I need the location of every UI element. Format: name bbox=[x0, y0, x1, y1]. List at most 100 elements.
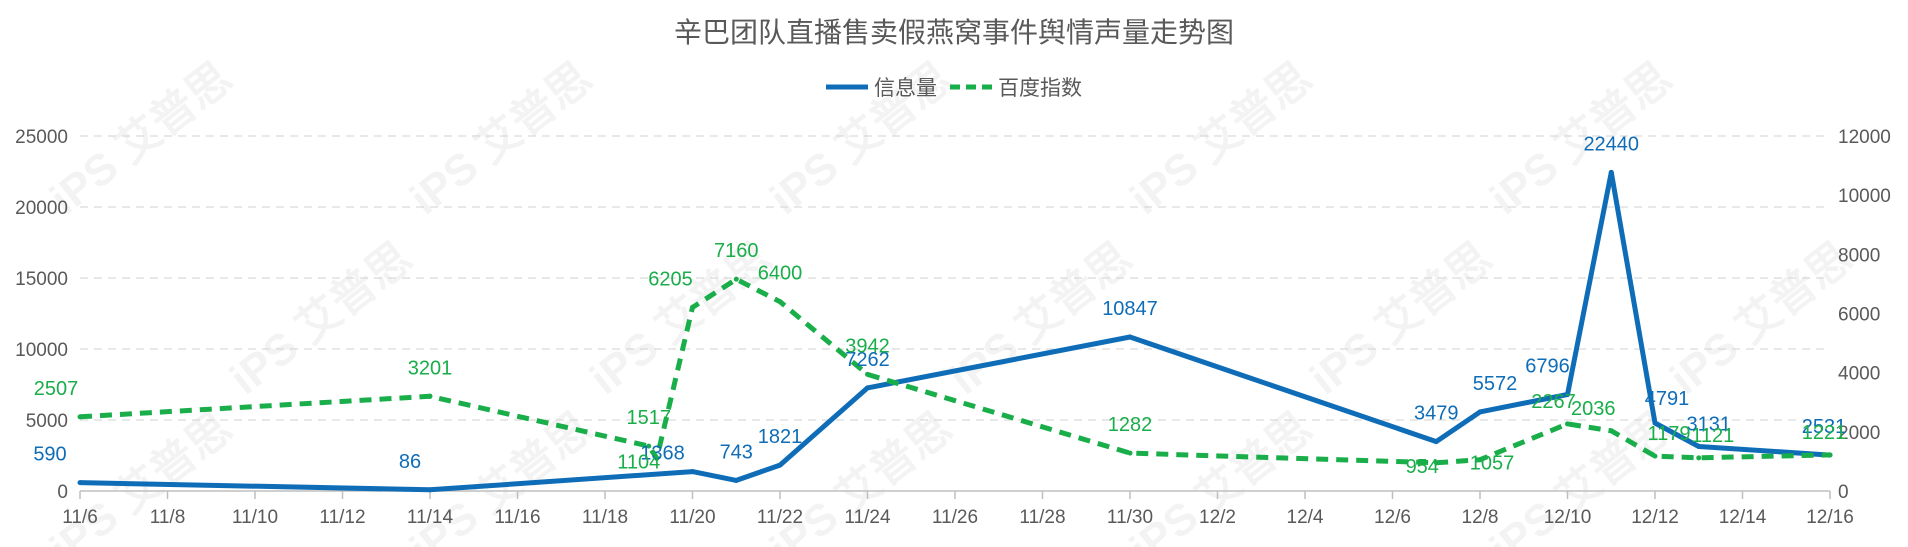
y-left-tick-label: 25000 bbox=[15, 127, 68, 148]
gridlines bbox=[80, 135, 1830, 421]
data-point bbox=[1477, 457, 1483, 463]
y-right-tick-label: 2000 bbox=[1838, 423, 1880, 444]
y-right-tick-label: 12000 bbox=[1838, 127, 1891, 148]
watermark-text: iPS 艾普思 bbox=[1661, 233, 1861, 404]
data-label: 3131 bbox=[1687, 414, 1732, 436]
data-point bbox=[1696, 455, 1702, 461]
data-label: 3942 bbox=[845, 335, 890, 357]
data-label: 7160 bbox=[714, 240, 759, 262]
data-label: 743 bbox=[720, 441, 753, 463]
data-label: 590 bbox=[33, 444, 66, 466]
series-layer bbox=[77, 169, 1833, 493]
x-tick-label: 11/20 bbox=[669, 507, 715, 528]
data-point bbox=[1127, 450, 1133, 456]
data-point bbox=[1608, 169, 1614, 175]
data-point bbox=[690, 469, 695, 475]
data-label: 2267 bbox=[1531, 391, 1576, 413]
data-label: 6400 bbox=[758, 263, 803, 285]
x-tick-label: 12/8 bbox=[1462, 507, 1499, 528]
data-label: 10847 bbox=[1102, 298, 1158, 320]
y-right-tick-label: 8000 bbox=[1838, 245, 1880, 266]
y-left-tick-label: 20000 bbox=[15, 198, 68, 219]
watermark-text: iPS 艾普思 bbox=[1481, 53, 1681, 224]
data-point bbox=[1696, 444, 1702, 450]
watermark-text: iPS 艾普思 bbox=[221, 233, 421, 404]
data-point bbox=[1433, 460, 1439, 466]
data-label: 1821 bbox=[758, 426, 803, 448]
y-right-tick-label: 4000 bbox=[1838, 364, 1880, 385]
data-point bbox=[427, 487, 433, 493]
legend-label-baidu-index: 百度指数 bbox=[998, 77, 1082, 100]
data-point bbox=[1477, 409, 1483, 415]
data-point bbox=[1565, 391, 1570, 397]
watermark-text: iPS 艾普思 bbox=[1121, 53, 1321, 224]
y-left-tick-label: 5000 bbox=[26, 411, 68, 432]
data-point bbox=[1652, 453, 1658, 459]
data-point bbox=[646, 443, 652, 449]
x-tick-label: 12/6 bbox=[1374, 507, 1411, 528]
data-label: 5572 bbox=[1473, 373, 1518, 395]
data-point bbox=[1127, 334, 1133, 340]
x-tick-label: 11/8 bbox=[150, 507, 186, 528]
data-label: 6205 bbox=[648, 268, 693, 290]
data-label: 3479 bbox=[1414, 403, 1459, 425]
data-label: 22440 bbox=[1583, 133, 1639, 155]
watermark-text: iPS 艾普思 bbox=[401, 53, 601, 224]
legend: 信息量 百度指数 bbox=[826, 77, 1082, 100]
series-line-baidu-index bbox=[79, 276, 1831, 466]
y-right-tick-label: 6000 bbox=[1838, 305, 1880, 326]
data-label: 1282 bbox=[1108, 414, 1153, 436]
watermark-text: iPS 艾普思 bbox=[41, 53, 241, 224]
data-point bbox=[1608, 428, 1614, 434]
data-point bbox=[1652, 420, 1658, 426]
data-label: 1179 bbox=[1647, 423, 1690, 445]
data-point bbox=[1827, 452, 1833, 458]
x-tick-label: 12/16 bbox=[1806, 507, 1854, 528]
x-tick-label: 11/6 bbox=[62, 507, 98, 528]
data-point bbox=[427, 393, 433, 399]
x-tick-label: 11/30 bbox=[1107, 507, 1153, 528]
data-label: 1368 bbox=[640, 443, 685, 465]
data-point bbox=[733, 276, 739, 282]
x-tick-label: 12/4 bbox=[1287, 507, 1324, 528]
chart-title: 辛巴团队直播售卖假燕窝事件舆情声量走势图 bbox=[674, 17, 1234, 48]
x-tick-label: 11/10 bbox=[232, 507, 278, 528]
data-point bbox=[1565, 421, 1570, 427]
data-label: 7262 bbox=[845, 349, 890, 371]
y-right-tick-label: 0 bbox=[1838, 482, 1849, 503]
data-label: 2507 bbox=[34, 378, 79, 400]
data-label: 1517 bbox=[627, 407, 672, 429]
data-label: 4791 bbox=[1645, 388, 1690, 410]
data-label: 1121 bbox=[1691, 425, 1734, 447]
data-label: 2036 bbox=[1571, 398, 1616, 420]
data-point bbox=[865, 371, 870, 377]
data-point bbox=[1433, 439, 1439, 445]
x-tick-label: 11/18 bbox=[582, 507, 628, 528]
x-tick-label: 11/16 bbox=[494, 507, 540, 528]
data-point bbox=[865, 385, 870, 391]
data-point bbox=[733, 477, 739, 483]
data-label: 1221 bbox=[1802, 422, 1847, 444]
y-left-tick-label: 15000 bbox=[15, 269, 68, 290]
x-tick-label: 11/14 bbox=[407, 507, 454, 528]
x-tick-label: 12/14 bbox=[1719, 507, 1767, 528]
x-tick-label: 12/10 bbox=[1544, 507, 1592, 528]
data-point bbox=[690, 304, 695, 310]
data-label: 86 bbox=[399, 451, 421, 473]
data-label: 954 bbox=[1406, 456, 1439, 478]
y-right-tick-label: 10000 bbox=[1838, 186, 1891, 207]
data-point bbox=[654, 455, 660, 461]
x-tick-label: 11/12 bbox=[319, 507, 365, 528]
x-tick-label: 11/22 bbox=[757, 507, 803, 528]
data-point bbox=[77, 414, 83, 420]
x-tick-label: 12/2 bbox=[1199, 507, 1236, 528]
data-label: 6796 bbox=[1525, 355, 1570, 377]
data-label: 3201 bbox=[408, 357, 453, 379]
watermark-text: iPS 艾普思 bbox=[1301, 233, 1501, 404]
x-tick-label: 12/12 bbox=[1631, 507, 1679, 528]
data-label: 1104 bbox=[617, 451, 660, 473]
data-label: 2531 bbox=[1802, 416, 1847, 438]
legend-label-info-volume: 信息量 bbox=[874, 77, 937, 100]
